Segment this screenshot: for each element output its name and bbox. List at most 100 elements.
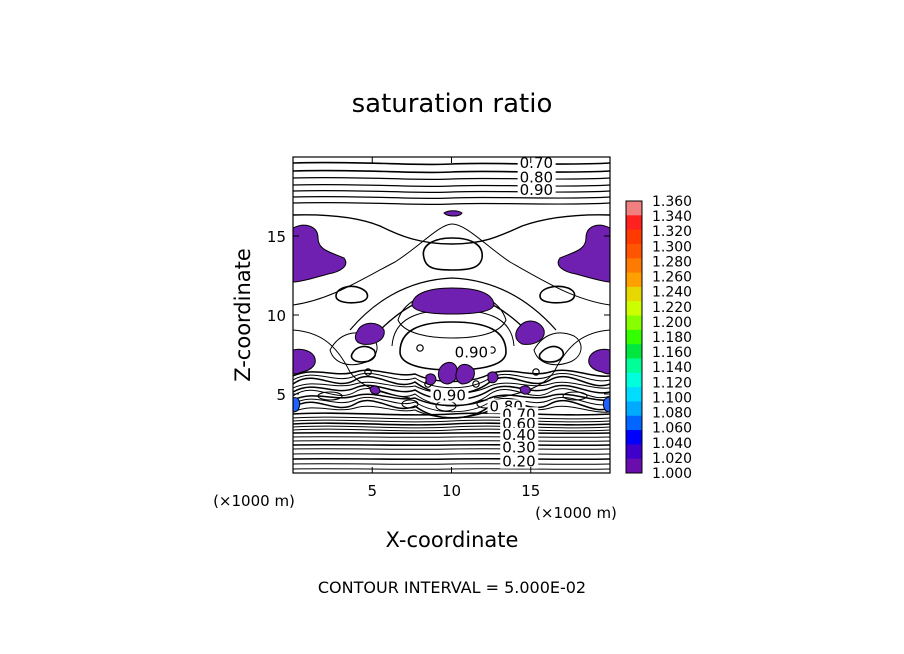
- contour-line: [533, 332, 582, 366]
- colorbar-swatch: [626, 286, 642, 302]
- contour-lines: [293, 161, 610, 470]
- colorbar-swatch: [626, 358, 642, 374]
- x-axis-label: X-coordinate: [386, 528, 519, 552]
- colorbar-label: 1.300: [652, 239, 692, 255]
- contour-line: [399, 321, 507, 371]
- contour-label-bg: [452, 345, 491, 360]
- x-tick-label: 10: [442, 482, 461, 500]
- contour-line: [293, 183, 610, 188]
- colorbar-swatch: [626, 329, 642, 345]
- contour-line: [293, 453, 610, 455]
- contour-label: 0.40: [502, 426, 535, 444]
- contour-label-bg: [517, 156, 556, 171]
- colorbar-swatch: [626, 301, 642, 317]
- colorbar-label: 1.000: [652, 466, 692, 482]
- supersaturated-region: [293, 397, 301, 413]
- contour-line: [293, 201, 610, 206]
- contour-line: [349, 277, 557, 331]
- colorbar-label: 1.120: [652, 375, 692, 391]
- contour-line: [293, 396, 610, 413]
- supersaturated-region: [293, 224, 347, 283]
- colorbar-swatch: [626, 272, 642, 288]
- contour-line: [293, 161, 610, 166]
- contour-line: [293, 463, 610, 465]
- colorbar-swatch: [626, 258, 642, 274]
- contour-line: [416, 344, 424, 352]
- colorbar-label: 1.320: [652, 224, 692, 240]
- contour-line: [293, 428, 610, 432]
- contour-line: [293, 372, 610, 389]
- supersaturated-region: [602, 397, 610, 413]
- colorbar-label: 1.260: [652, 270, 692, 286]
- colorbar-label: 1.200: [652, 315, 692, 331]
- y-tick-label: 15: [267, 228, 286, 246]
- contour-line: [493, 329, 610, 399]
- contour-label: 0.90: [520, 181, 553, 199]
- contour-line: [401, 399, 419, 409]
- contour-label-bg: [517, 182, 556, 197]
- contour-line: [293, 416, 610, 420]
- x-unit-label-left: (×1000 m): [213, 492, 295, 510]
- contour-line: [539, 285, 576, 304]
- colorbar: 1.3601.3401.3201.3001.2801.2601.2401.220…: [625, 194, 692, 482]
- supersaturated-region: [519, 385, 531, 395]
- colorbar-label: 1.100: [652, 390, 692, 406]
- contour-line: [532, 368, 540, 376]
- chart-title: saturation ratio: [352, 89, 553, 119]
- supersaturated-region: [557, 224, 610, 283]
- colorbar-swatch: [626, 372, 642, 388]
- colorbar-frame: [625, 200, 643, 474]
- contour-line: [293, 422, 610, 426]
- colorbar-swatch: [626, 344, 642, 359]
- contour-label-bg: [500, 454, 539, 469]
- contour-line: [293, 431, 610, 435]
- colorbar-label: 1.040: [652, 436, 692, 452]
- supersaturated-region: [487, 371, 499, 384]
- contour-line: [293, 214, 610, 245]
- contour-line: [293, 223, 610, 306]
- supersaturated-region: [293, 348, 316, 375]
- colorbar-label: 1.360: [652, 194, 692, 210]
- contour-line: [293, 419, 610, 423]
- supersaturated-region: [437, 361, 459, 385]
- contour-line: [293, 448, 610, 450]
- contour-label: 0.30: [502, 438, 535, 456]
- supersaturated-region: [455, 363, 475, 385]
- supersaturated-region: [411, 287, 495, 315]
- supersaturated-regions: [293, 210, 610, 413]
- contour-line: [293, 329, 411, 399]
- colorbar-swatch: [626, 215, 642, 231]
- x-axis-ticks: 5 10 15: [367, 157, 540, 500]
- colorbar-swatch: [626, 315, 642, 331]
- y-tick-label: 5: [276, 386, 286, 404]
- contour-label: 0.70: [520, 154, 553, 172]
- contour-line: [335, 285, 369, 304]
- contour-line: [391, 309, 515, 347]
- colorbar-label: 1.060: [652, 421, 692, 437]
- supersaturated-region: [369, 385, 381, 395]
- colorbar-swatch: [626, 458, 642, 474]
- contour-line: [317, 391, 343, 401]
- supersaturated-region: [354, 322, 385, 345]
- supersaturated-region: [588, 348, 610, 375]
- colorbar-swatch: [626, 430, 642, 445]
- contour-line: [293, 436, 610, 438]
- contour-label: 0.20: [502, 453, 535, 471]
- contour-line: [293, 405, 610, 418]
- contour-interval-note: CONTOUR INTERVAL = 5.000E-02: [318, 578, 586, 597]
- colorbar-label: 1.180: [652, 330, 692, 346]
- contour-label: 0.80: [520, 168, 553, 186]
- colorbar-label: 1.280: [652, 254, 692, 270]
- contour-line: [293, 443, 610, 447]
- contour-label-bg: [500, 416, 539, 431]
- y-axis-label: Z-coordinate: [231, 248, 255, 382]
- contour-label-bg: [517, 170, 556, 185]
- x-tick-label: 5: [367, 482, 377, 500]
- contour-line: [364, 368, 372, 376]
- contour-line: [329, 332, 378, 366]
- supersaturated-region: [443, 210, 463, 217]
- colorbar-swatch: [626, 201, 642, 216]
- contour-label-bg: [500, 427, 539, 442]
- contour-label: 0.90: [455, 344, 488, 362]
